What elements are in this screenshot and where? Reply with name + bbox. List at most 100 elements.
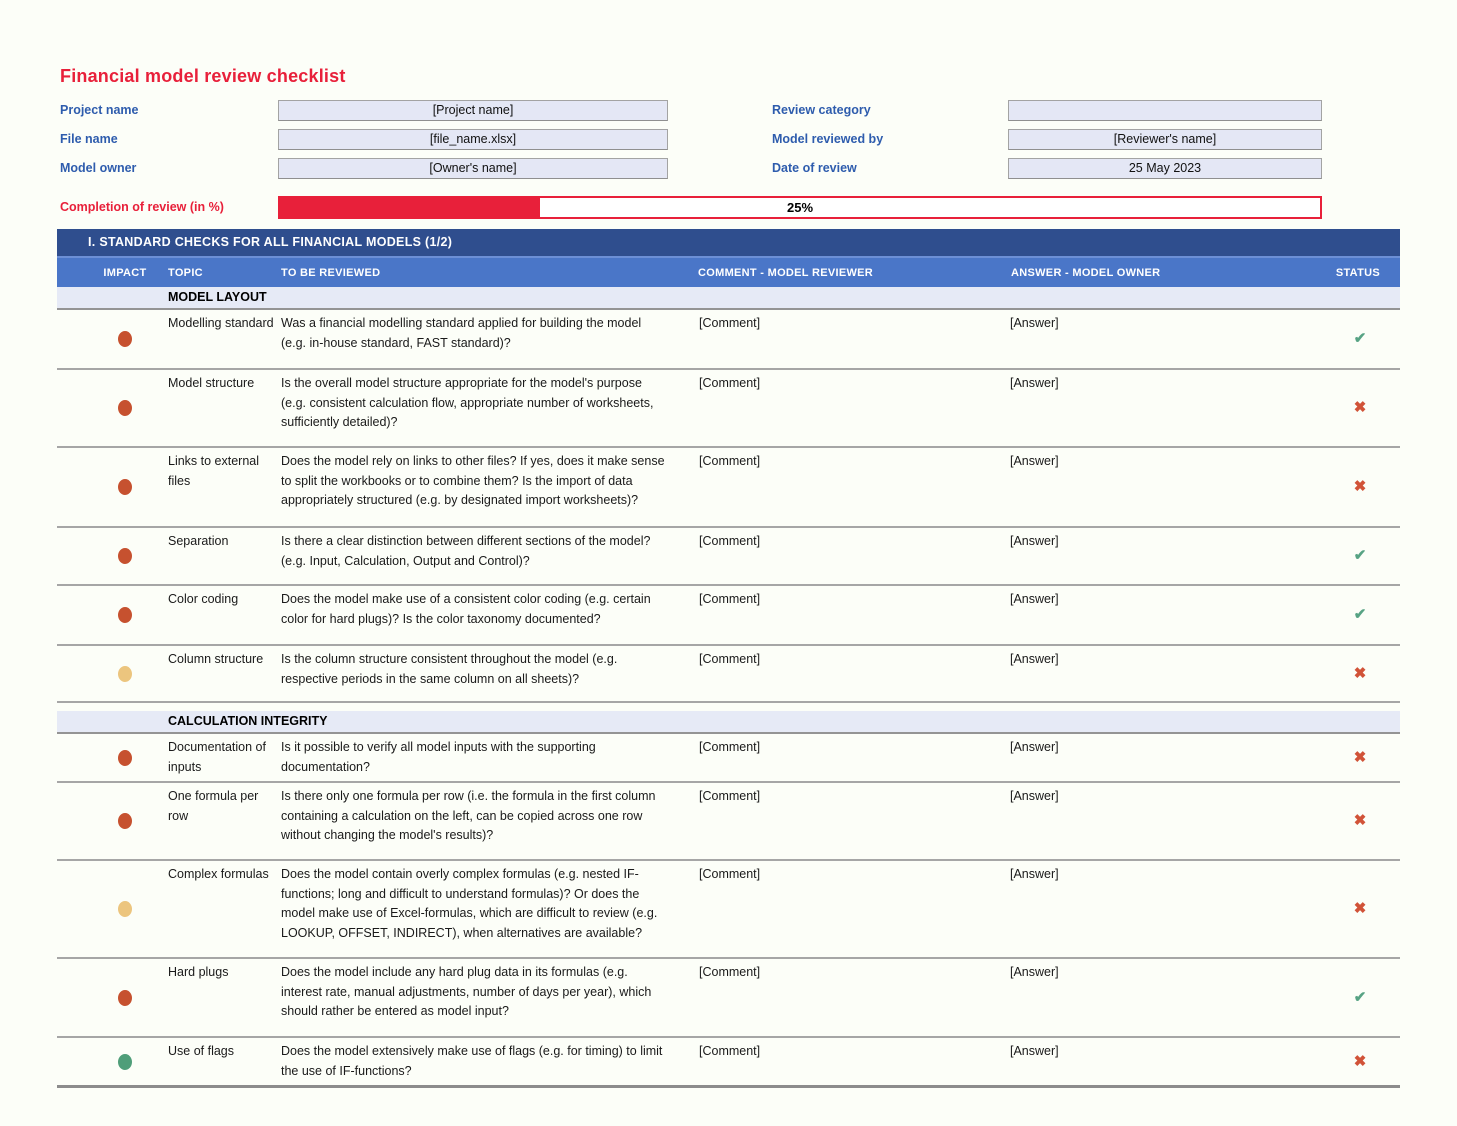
col-comment: COMMENT - MODEL REVIEWER [698, 266, 874, 279]
comment-cell[interactable]: [Comment] [699, 652, 761, 666]
table-row: Use of flags Does the model extensively m… [57, 1038, 1400, 1088]
status-cell: ✔ [1320, 528, 1400, 584]
impact-yellow-dot-icon [118, 665, 132, 682]
topic-cell: Separation [168, 534, 229, 548]
status-cell: ✔ [1320, 586, 1400, 644]
impact-red-dot-icon [118, 400, 132, 416]
file-name-label: File name [60, 132, 118, 146]
page-title: Financial model review checklist [60, 66, 346, 86]
model-reviewed-by-field[interactable]: [Reviewer's name] [1008, 129, 1322, 150]
answer-cell[interactable]: [Answer] [1010, 1044, 1059, 1058]
impact-red-dot-icon [118, 813, 132, 829]
progress-fill [280, 198, 540, 217]
status-cell: ✖ [1320, 370, 1400, 446]
completion-progress-bar: 25% [278, 196, 1322, 219]
impact-cell [57, 861, 165, 957]
file-name-field[interactable]: [file_name.xlsx] [278, 129, 668, 150]
comment-cell[interactable]: [Comment] [699, 534, 761, 548]
comment-cell[interactable]: [Comment] [699, 592, 761, 606]
col-answer: ANSWER - MODEL OWNER [1011, 266, 1161, 279]
status-fail-cross-icon: ✖ [1353, 748, 1367, 766]
impact-green-dot-icon [118, 1053, 132, 1070]
review-category-label: Review category [772, 103, 871, 117]
impact-cell [57, 586, 165, 644]
to-be-reviewed-cell: Was a financial modelling standard appli… [281, 316, 642, 350]
date-of-review-field[interactable]: 25 May 2023 [1008, 158, 1322, 179]
table-row: Color coding Does the model make use of a… [57, 586, 1400, 646]
date-of-review-label: Date of review [772, 161, 857, 175]
comment-cell[interactable]: [Comment] [699, 867, 761, 881]
model-reviewed-by-label: Model reviewed by [772, 132, 884, 146]
model-owner-label: Model owner [60, 161, 137, 175]
status-cell: ✖ [1320, 783, 1400, 859]
to-be-reviewed-cell: Does the model make use of a consistent … [281, 592, 651, 626]
to-be-reviewed-cell: Does the model rely on links to other fi… [281, 454, 665, 507]
section-header-calculation-integrity: CALCULATION INTEGRITY [57, 711, 1400, 734]
comment-cell[interactable]: [Comment] [699, 1044, 761, 1058]
col-status: STATUS [1335, 266, 1380, 279]
status-fail-cross-icon: ✖ [1353, 478, 1367, 496]
impact-yellow-dot-icon [118, 901, 132, 917]
to-be-reviewed-cell: Is it possible to verify all model input… [281, 740, 596, 774]
status-fail-cross-icon: ✖ [1353, 812, 1367, 830]
answer-cell[interactable]: [Answer] [1010, 740, 1059, 754]
topic-cell: Use of flags [168, 1044, 235, 1058]
impact-cell [57, 959, 165, 1036]
project-name-label: Project name [60, 103, 139, 117]
answer-cell[interactable]: [Answer] [1010, 376, 1059, 390]
answer-cell[interactable]: [Answer] [1010, 867, 1059, 881]
answer-cell[interactable]: [Answer] [1010, 316, 1059, 330]
table-row: Hard plugs Does the model include any har… [57, 959, 1400, 1038]
topic-cell: Color coding [168, 592, 239, 606]
to-be-reviewed-cell: Is the column structure consistent throu… [281, 652, 618, 686]
status-cell: ✔ [1320, 959, 1400, 1036]
comment-cell[interactable]: [Comment] [699, 965, 761, 979]
answer-cell[interactable]: [Answer] [1010, 965, 1059, 979]
impact-red-dot-icon [118, 331, 132, 347]
status-cell: ✔ [1320, 310, 1400, 368]
status-cell: ✖ [1320, 1038, 1400, 1085]
checklist-table: I. STANDARD CHECKS FOR ALL FINANCIAL MOD… [57, 229, 1400, 1088]
topic-cell: Column structure [168, 652, 264, 666]
answer-cell[interactable]: [Answer] [1010, 454, 1059, 468]
topic-cell: Modelling standard [168, 316, 274, 330]
project-name-field[interactable]: [Project name] [278, 100, 668, 121]
status-cell: ✖ [1320, 734, 1400, 781]
to-be-reviewed-cell: Is the overall model structure appropria… [281, 376, 654, 429]
table-row: Links to external files Does the model re… [57, 448, 1400, 528]
answer-cell[interactable]: [Answer] [1010, 592, 1059, 606]
comment-cell[interactable]: [Comment] [699, 376, 761, 390]
comment-cell[interactable]: [Comment] [699, 454, 761, 468]
impact-red-dot-icon [118, 548, 132, 564]
comment-cell[interactable]: [Comment] [699, 316, 761, 330]
table-row: Column structure Is the column structure … [57, 646, 1400, 703]
answer-cell[interactable]: [Answer] [1010, 789, 1059, 803]
impact-red-dot-icon [118, 989, 132, 1006]
impact-cell [57, 370, 165, 446]
comment-cell[interactable]: [Comment] [699, 740, 761, 754]
status-pass-check-icon: ✔ [1353, 606, 1367, 624]
topic-cell: Documentation of inputs [168, 740, 266, 774]
to-be-reviewed-cell: Does the model contain overly complex fo… [281, 867, 658, 940]
impact-red-dot-icon [118, 749, 132, 766]
status-fail-cross-icon: ✖ [1353, 664, 1367, 682]
topic-cell: Complex formulas [168, 867, 269, 881]
table-title: I. STANDARD CHECKS FOR ALL FINANCIAL MOD… [57, 229, 1400, 256]
impact-cell [57, 310, 165, 368]
comment-cell[interactable]: [Comment] [699, 789, 761, 803]
progress-value: 25% [786, 200, 814, 215]
topic-cell: One formula per row [168, 789, 259, 823]
section-header-model-layout: MODEL LAYOUT [57, 287, 1400, 310]
table-row: One formula per row Is there only one for… [57, 783, 1400, 861]
review-category-field[interactable] [1008, 100, 1322, 121]
section-gap [57, 703, 1400, 711]
status-fail-cross-icon: ✖ [1353, 900, 1367, 918]
model-owner-field[interactable]: [Owner's name] [278, 158, 668, 179]
completion-label: Completion of review (in %) [60, 200, 224, 214]
impact-cell [57, 448, 165, 526]
topic-cell: Hard plugs [168, 965, 229, 979]
impact-red-dot-icon [118, 607, 132, 623]
to-be-reviewed-cell: Is there only one formula per row (i.e. … [281, 789, 656, 842]
answer-cell[interactable]: [Answer] [1010, 652, 1059, 666]
answer-cell[interactable]: [Answer] [1010, 534, 1059, 548]
